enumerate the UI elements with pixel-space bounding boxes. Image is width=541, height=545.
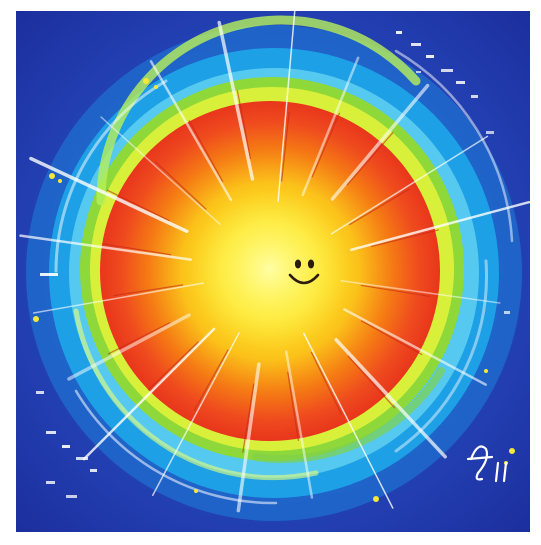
radial-streak — [349, 200, 530, 252]
radial-streak — [152, 332, 240, 497]
ring-swirls — [54, 15, 514, 505]
artist-signature — [466, 445, 508, 483]
painting-canvas — [16, 11, 530, 532]
radial-streak — [330, 135, 489, 235]
smiley-mouth — [288, 273, 320, 285]
radial-streak — [149, 60, 233, 202]
radial-streak — [217, 20, 255, 181]
radial-streak — [301, 56, 360, 197]
radial-streak-shadow — [154, 161, 207, 210]
radial-streak-shadow — [236, 90, 252, 160]
radial-streak-shadow — [370, 229, 440, 248]
radial-streak — [303, 332, 394, 509]
radial-streak-shadow — [147, 341, 199, 391]
smiley-left-eye — [294, 259, 302, 269]
radial-streak-shadow — [360, 320, 423, 356]
radial-streak-shadow — [360, 284, 431, 298]
radial-streak-shadow — [347, 355, 396, 409]
radial-streak — [340, 279, 501, 304]
sun-painting — [16, 11, 530, 532]
radial-streak — [67, 313, 191, 381]
radial-streak-shadow — [102, 243, 172, 256]
radial-streaks — [19, 11, 530, 513]
radial-streak — [19, 234, 193, 261]
radial-streak-shadow — [346, 132, 394, 186]
radial-streak — [29, 156, 189, 234]
corner-flecks — [36, 31, 510, 498]
radial-streak-shadow — [348, 188, 410, 226]
radial-streak — [100, 116, 221, 225]
radial-streak — [334, 337, 447, 459]
radial-streak-shadow — [113, 284, 184, 297]
sun-glow — [190, 189, 350, 349]
radial-streak-shadow — [188, 120, 224, 182]
radial-streak — [277, 11, 296, 203]
radial-streak — [330, 83, 430, 201]
radial-streak-shadow — [242, 383, 255, 453]
radial-streak-shadow — [281, 111, 290, 182]
smiley-face — [288, 259, 320, 285]
radial-streak — [284, 350, 314, 499]
radial-streak-shadow — [287, 371, 300, 442]
smiley-right-eye — [307, 259, 315, 269]
radial-streak-shadow — [311, 112, 341, 178]
radial-streak-shadow — [106, 189, 170, 222]
radial-streak — [32, 282, 204, 314]
radial-streak-shadow — [310, 351, 343, 416]
radial-streak — [82, 327, 216, 461]
radial-streak — [236, 362, 261, 513]
radial-streak-shadow — [193, 349, 229, 412]
radial-streak-shadow — [107, 321, 171, 355]
radial-streak — [343, 308, 487, 386]
